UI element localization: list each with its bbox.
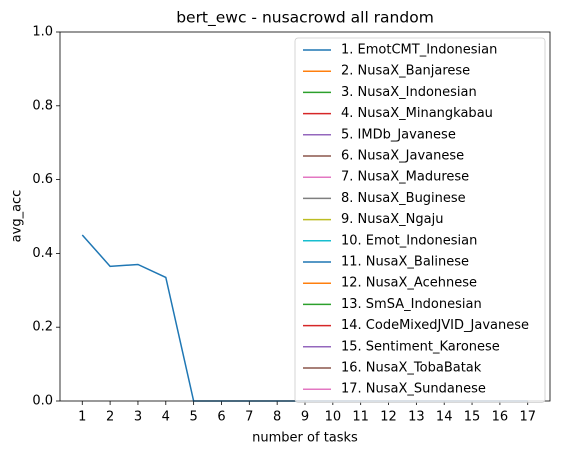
- x-tick-label: 8: [273, 410, 281, 425]
- legend-label: 12. NusaX_Acehnese: [341, 276, 477, 291]
- x-tick-label: 12: [380, 410, 397, 425]
- x-tick-label: 16: [492, 410, 509, 425]
- legend-label: 2. NusaX_Banjarese: [341, 64, 470, 79]
- legend-label: 17. NusaX_Sundanese: [341, 382, 486, 397]
- x-axis-label: number of tasks: [252, 431, 358, 446]
- x-tick-label: 1: [78, 410, 86, 425]
- legend-label: 14. CodeMixedJVID_Javanese: [341, 318, 529, 333]
- y-axis-label: avg_acc: [10, 190, 25, 243]
- legend-label: 6. NusaX_Javanese: [341, 149, 464, 164]
- legend-label: 3. NusaX_Indonesian: [341, 85, 477, 100]
- x-tick-label: 14: [436, 410, 453, 425]
- legend-label: 9. NusaX_Ngaju: [341, 212, 443, 227]
- chart-title: bert_ewc - nusacrowd all random: [176, 9, 434, 28]
- x-tick-label: 2: [106, 410, 114, 425]
- y-tick-label: 0.8: [32, 98, 53, 113]
- y-tick-label: 0.0: [32, 394, 53, 409]
- x-tick-label: 6: [217, 410, 225, 425]
- x-tick-label: 5: [189, 410, 197, 425]
- x-tick-label: 13: [408, 410, 425, 425]
- y-tick-label: 0.4: [32, 246, 53, 261]
- legend-label: 4. NusaX_Minangkabau: [341, 106, 493, 121]
- x-tick-label: 11: [352, 410, 369, 425]
- x-tick-label: 3: [134, 410, 142, 425]
- x-tick-label: 4: [162, 410, 170, 425]
- legend-label: 7. NusaX_Madurese: [341, 170, 469, 185]
- legend-label: 1. EmotCMT_Indonesian: [341, 43, 497, 58]
- y-tick-label: 1.0: [32, 25, 53, 40]
- x-tick-label: 7: [245, 410, 253, 425]
- legend-label: 15. Sentiment_Karonese: [341, 339, 500, 354]
- x-tick-label: 15: [464, 410, 481, 425]
- y-tick-label: 0.2: [32, 320, 53, 335]
- legend-label: 11. NusaX_Balinese: [341, 255, 469, 270]
- x-tick-label: 10: [325, 410, 342, 425]
- legend-label: 8. NusaX_Buginese: [341, 191, 466, 206]
- x-tick-label: 9: [301, 410, 309, 425]
- legend-label: 5. IMDb_Javanese: [341, 127, 456, 142]
- legend-box: [294, 37, 546, 403]
- y-tick-label: 0.6: [32, 172, 53, 187]
- legend-label: 16. NusaX_TobaBatak: [341, 361, 482, 376]
- x-tick-label: 17: [519, 410, 536, 425]
- legend-label: 13. SmSA_Indonesian: [341, 297, 482, 312]
- legend-label: 10. Emot_Indonesian: [341, 233, 477, 248]
